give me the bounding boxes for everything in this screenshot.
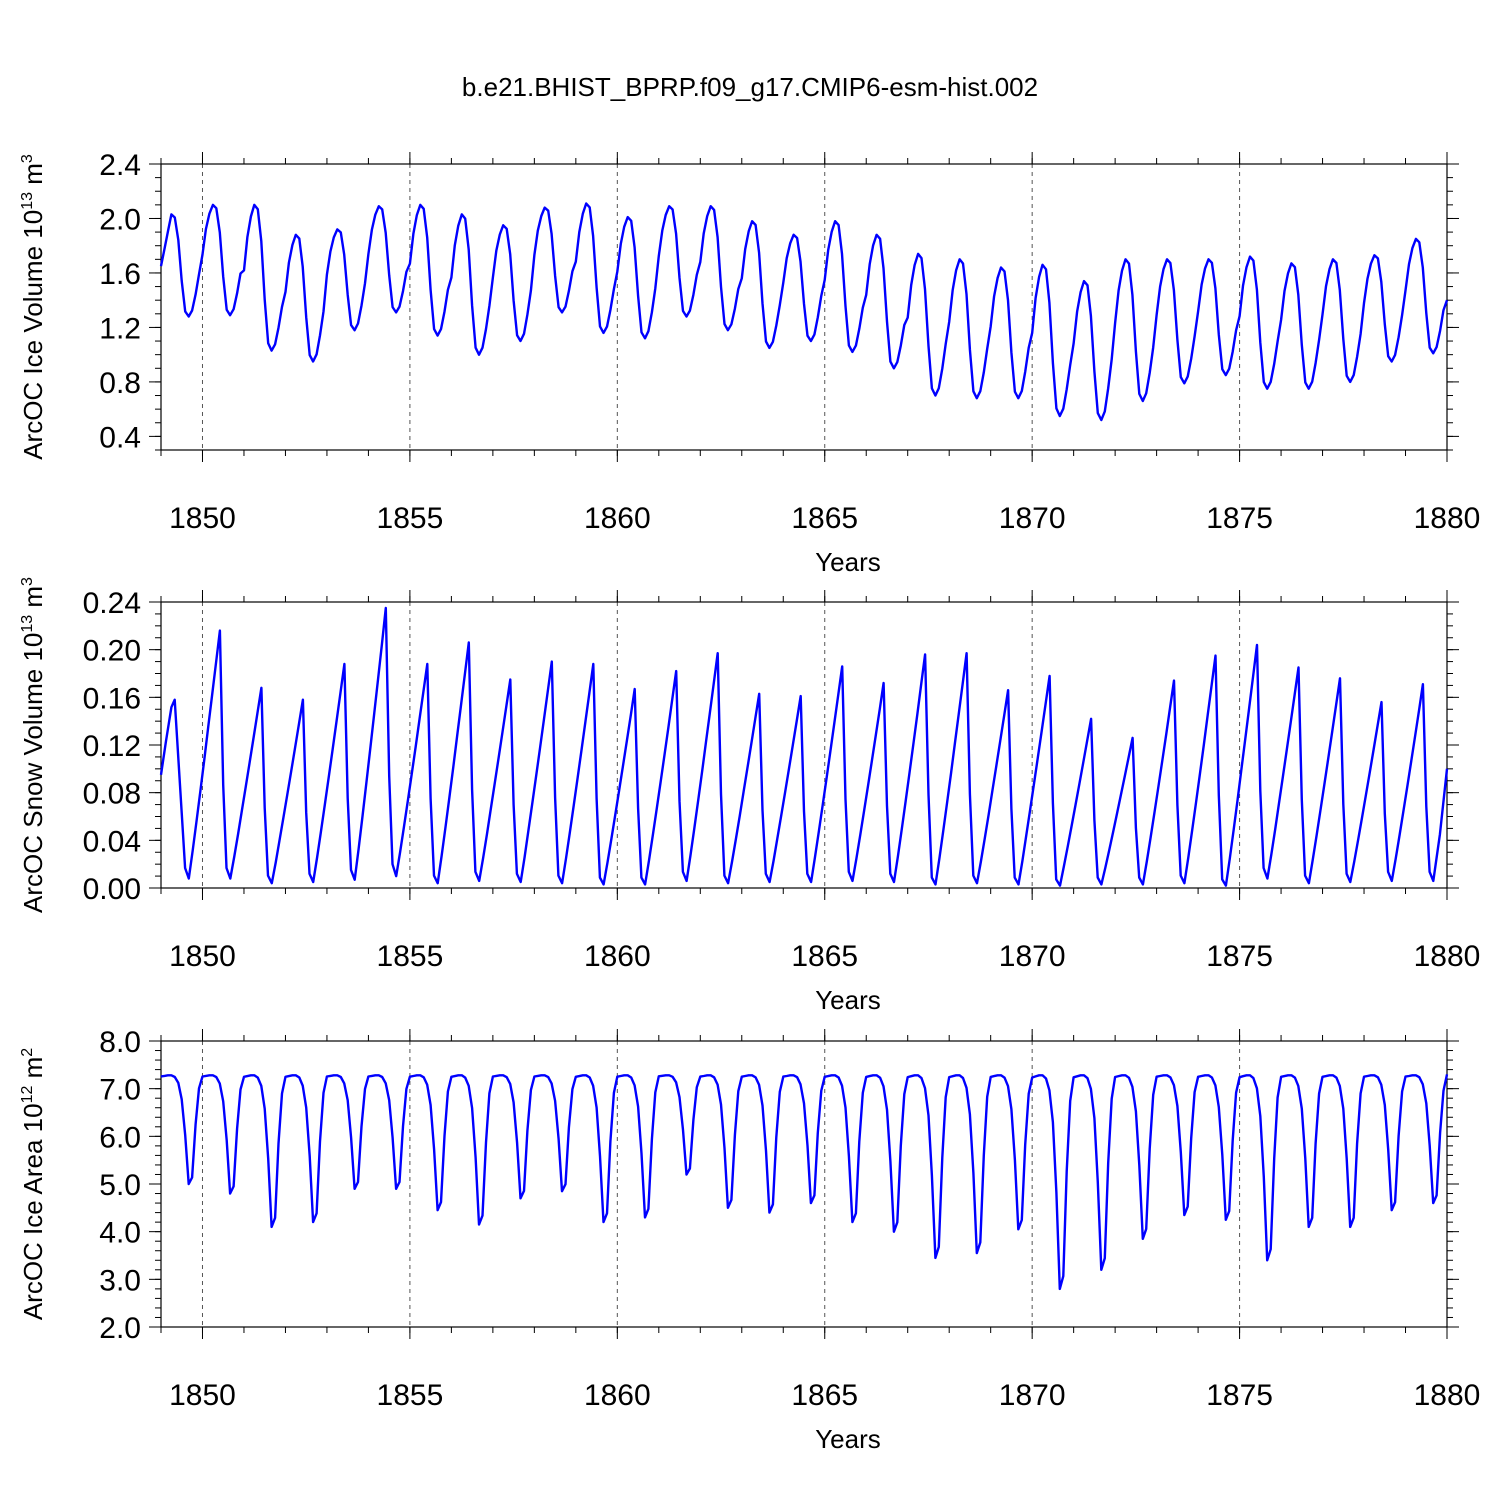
y-tick-label: 0.00: [83, 873, 141, 906]
x-tick-label: 1870: [999, 1379, 1066, 1412]
y-axis-label-unit-exp: 3: [19, 154, 36, 163]
x-axis-label: Years: [815, 985, 881, 1015]
y-tick-label: 0.04: [83, 825, 141, 858]
y-tick-label: 0.16: [83, 682, 141, 715]
y-tick-label: 5.0: [99, 1169, 141, 1202]
x-tick-label: 1850: [169, 940, 236, 973]
x-tick-label: 1850: [169, 502, 236, 535]
x-tick-label: 1870: [999, 502, 1066, 535]
series-line: [160, 1074, 1449, 1291]
y-axis-label-unit: m: [18, 586, 48, 615]
x-tick-label: 1860: [584, 502, 651, 535]
x-axis-label: Years: [815, 1424, 881, 1454]
y-axis-label-unit-exp: 3: [19, 577, 36, 586]
y-tick-label: 0.8: [99, 367, 141, 400]
y-tick-label: 0.12: [83, 730, 141, 763]
x-tick-label: 1855: [377, 502, 444, 535]
y-axis-label-unit: m: [18, 1057, 48, 1086]
y-tick-label: 7.0: [99, 1074, 141, 1107]
x-tick-label: 1870: [999, 940, 1066, 973]
y-tick-label: 1.6: [99, 258, 141, 291]
y-axis-label-exp: 13: [19, 192, 36, 210]
plot-frame: [160, 601, 1448, 889]
y-axis-label-exp: 13: [19, 615, 36, 633]
y-tick-label: 4.0: [99, 1217, 141, 1250]
y-axis-label-base: ArcOC Ice Area 10: [18, 1103, 48, 1320]
x-tick-label: 1860: [584, 940, 651, 973]
x-tick-label: 1875: [1206, 1379, 1273, 1412]
y-axis-label: ArcOC Snow Volume 1013 m3: [18, 577, 48, 913]
x-tick-label: 1865: [791, 502, 858, 535]
y-tick-label: 2.4: [99, 149, 141, 182]
series-line: [159, 606, 1449, 887]
y-axis-label: ArcOC Ice Volume 1013 m3: [18, 154, 48, 460]
y-tick-label: 0.4: [99, 421, 141, 454]
x-tick-label: 1875: [1206, 940, 1273, 973]
y-tick-label: 6.0: [99, 1121, 141, 1154]
y-tick-label: 2.0: [99, 203, 141, 236]
panel-snow-volume: 0.00 0.04 0.08 0.12 0.16 0.20 0.24 1850 1855 1860…: [18, 577, 1480, 1015]
x-tick-label: 1855: [377, 940, 444, 973]
y-axis-label-unit: m: [18, 163, 48, 192]
y-tick-label: 3.0: [99, 1264, 141, 1297]
y-tick-label: 0.20: [83, 635, 141, 668]
y-tick-label: 2.0: [99, 1312, 141, 1345]
x-tick-label: 1865: [791, 940, 858, 973]
y-axis-label-exp: 12: [19, 1086, 36, 1104]
panel-ice-area: 2.0 3.0 4.0 5.0 6.0 7.0 8.0 1850 1855 1860 1865 187…: [18, 1026, 1480, 1454]
y-axis-label-unit-exp: 2: [19, 1048, 36, 1057]
x-tick-label: 1880: [1414, 1379, 1481, 1412]
x-tick-label: 1865: [791, 1379, 858, 1412]
plot-frame: [160, 163, 1448, 451]
x-tick-label: 1855: [377, 1379, 444, 1412]
figure-title: b.e21.BHIST_BPRP.f09_g17.CMIP6-esm-hist.…: [462, 72, 1038, 102]
series-line: [159, 202, 1449, 422]
panel-ice-volume: 0.4 0.8 1.2 1.6 2.0 2.4 1850 1855 1860 1865 1870 18…: [18, 149, 1480, 577]
x-tick-label: 1880: [1414, 502, 1481, 535]
y-tick-label: 0.08: [83, 778, 141, 811]
y-tick-label: 1.2: [99, 312, 141, 345]
x-tick-label: 1875: [1206, 502, 1273, 535]
x-tick-label: 1880: [1414, 940, 1481, 973]
x-tick-label: 1860: [584, 1379, 651, 1412]
y-axis-label: ArcOC Ice Area 1012 m2: [18, 1048, 48, 1320]
x-axis-label: Years: [815, 547, 881, 577]
x-tick-label: 1850: [169, 1379, 236, 1412]
y-axis-label-base: ArcOC Ice Volume 10: [18, 210, 48, 460]
y-axis-label-base: ArcOC Snow Volume 10: [18, 633, 48, 913]
y-tick-label: 0.24: [83, 587, 141, 620]
y-tick-label: 8.0: [99, 1026, 141, 1059]
